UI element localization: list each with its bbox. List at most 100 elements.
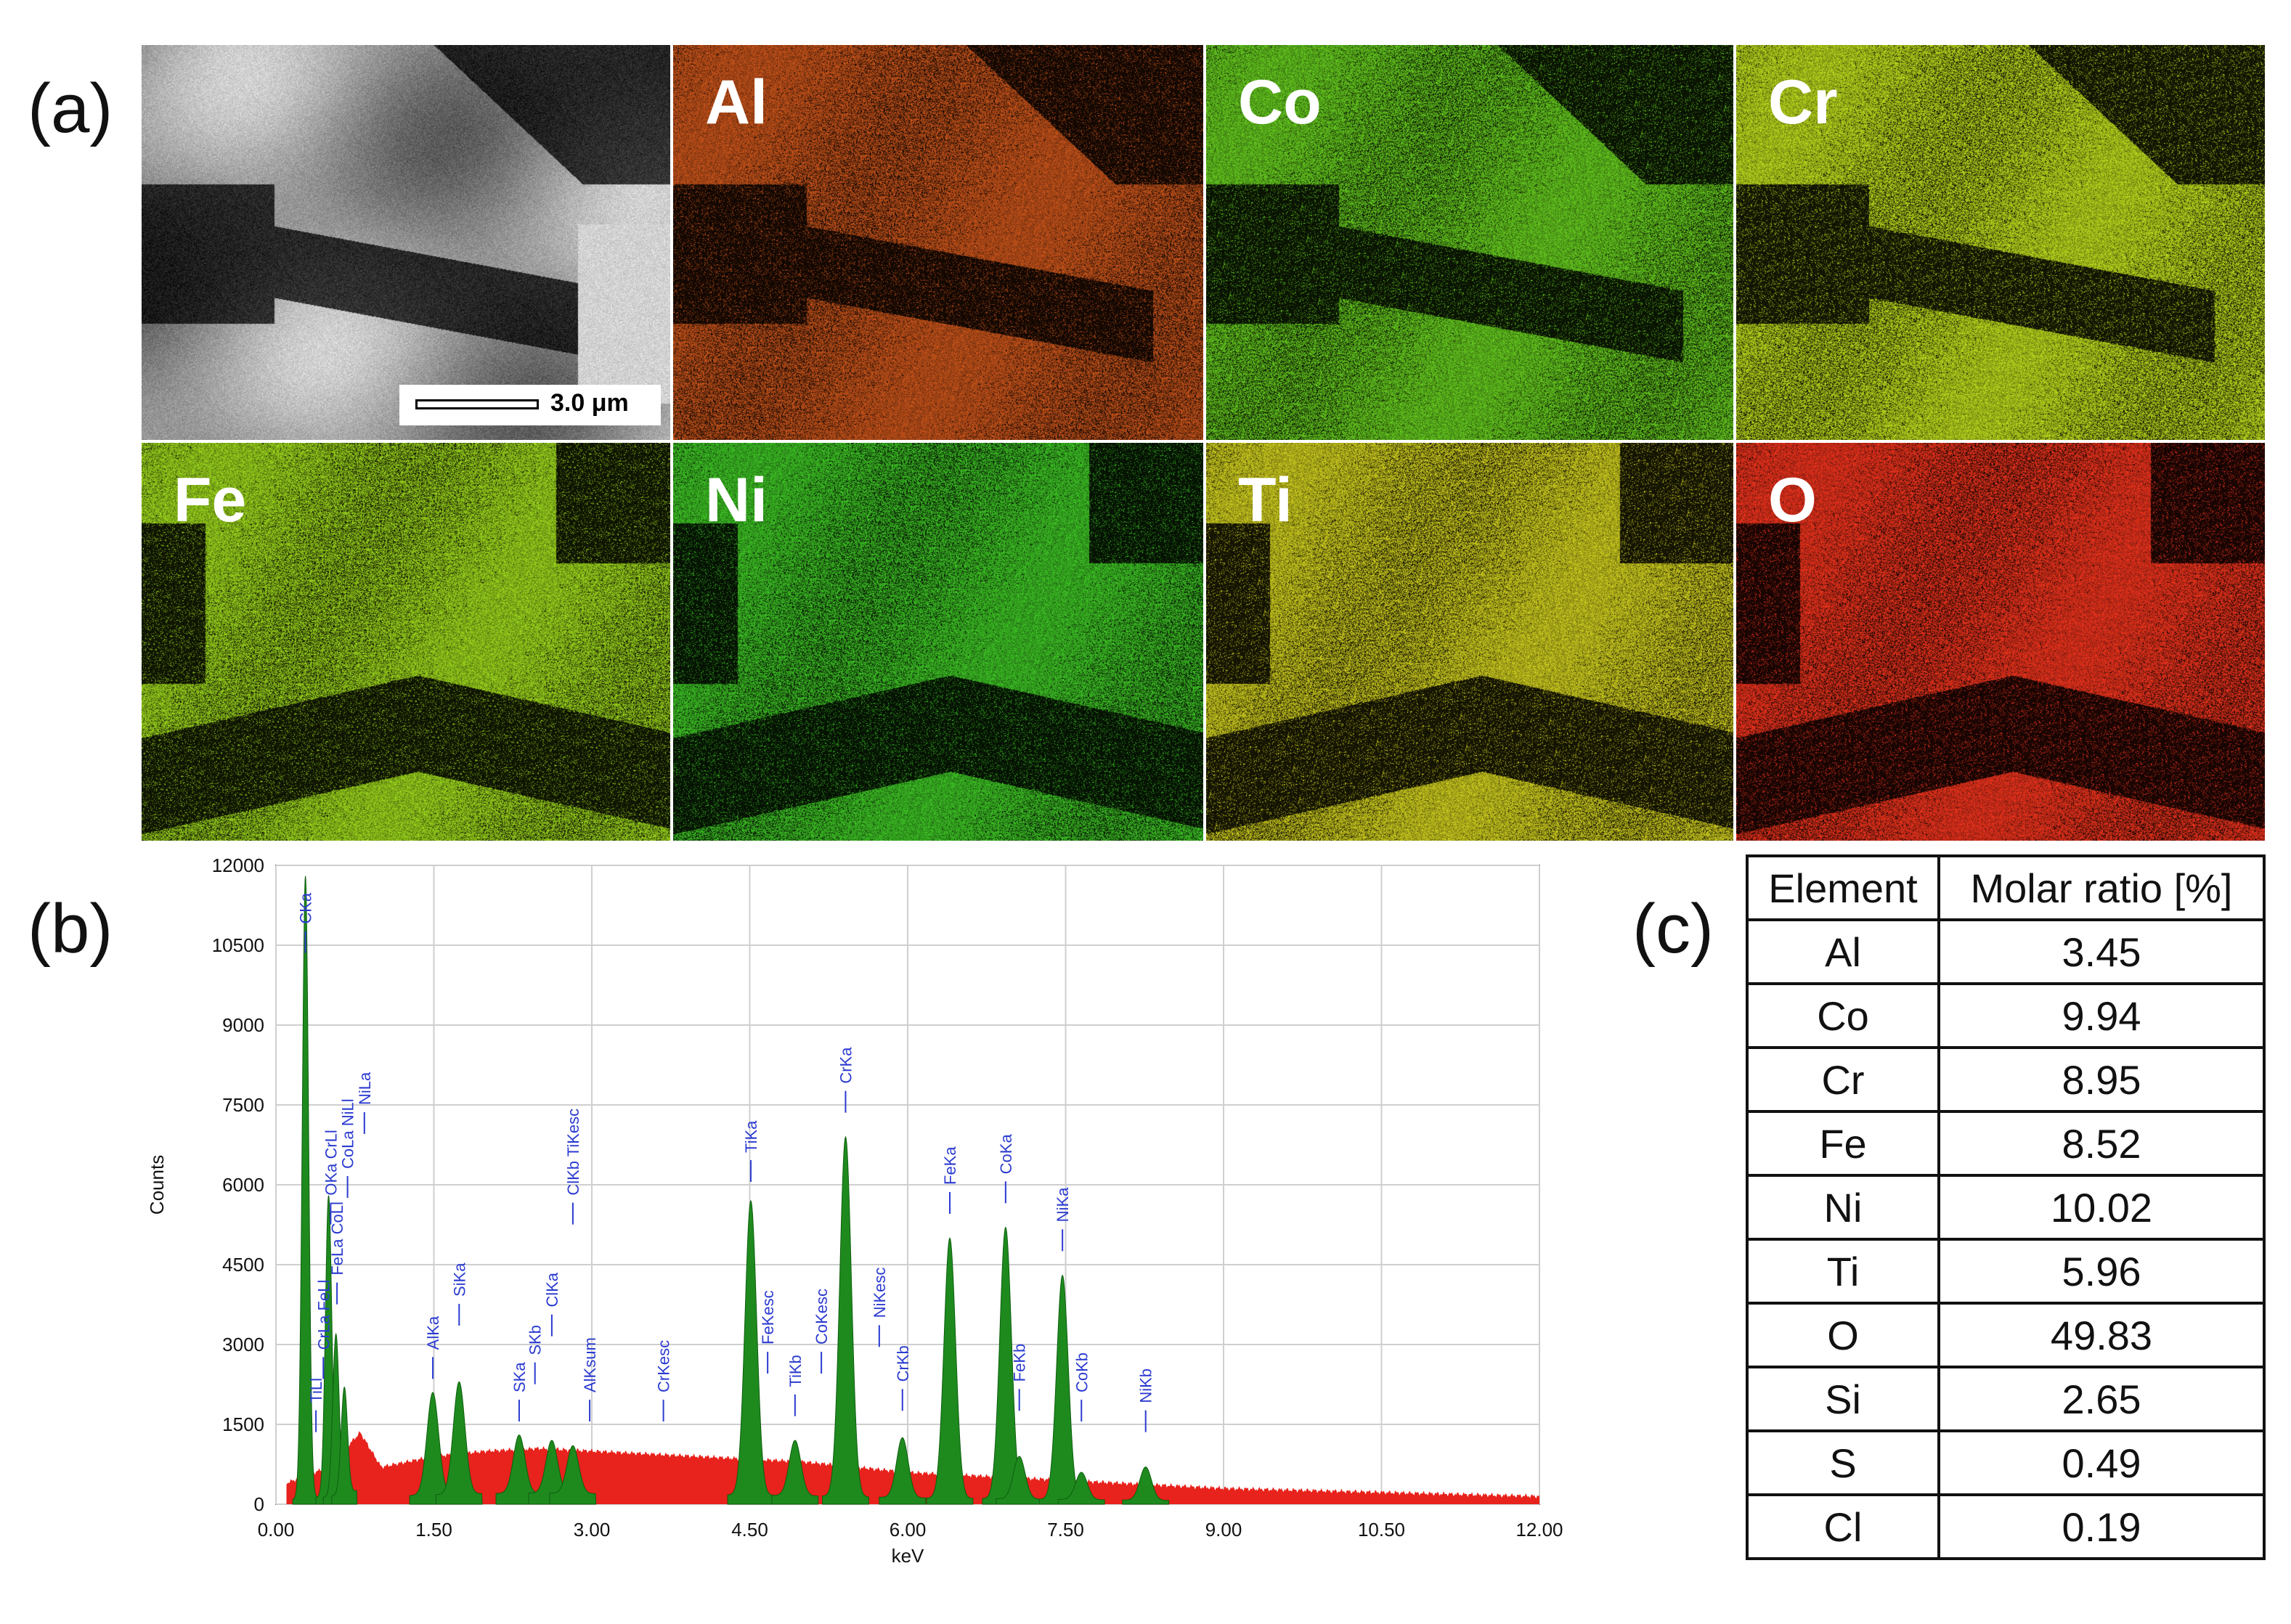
table-row: Cl 0.19 [1746,1493,2266,1560]
eds-map-co: Co [1205,44,1735,441]
y-tick-label: 1500 [222,1413,264,1435]
x-tick-label: 6.00 [890,1519,927,1541]
eds-map-fe-image [142,443,670,841]
column-header-molar-ratio: Molar ratio [%] [1937,854,2266,921]
y-tick-label: 12000 [212,854,264,876]
y-tick-label: 10500 [212,934,264,956]
table-row: O 49.83 [1746,1302,2266,1368]
spectrum-peak [879,1437,927,1505]
peak-label: FeKesc [759,1290,777,1345]
peak-label: AlKa [424,1315,442,1350]
peak-label: SKb [526,1325,545,1355]
y-tick-label: 0 [254,1493,264,1515]
spectrum-peak [926,1237,974,1505]
peak-label: CrKesc [655,1340,673,1392]
table-row: Fe 8.52 [1746,1110,2266,1177]
eds-map-al-image [673,45,1203,440]
peak-label: TiKb [786,1355,805,1387]
sem-image-tile: 3.0 μm [140,44,672,441]
table-row: Si 2.65 [1746,1366,2266,1432]
peak-label: FeLa CoLl [328,1201,346,1276]
eds-map-ni: Ni [672,441,1205,842]
peak-label: FeKb [1011,1344,1029,1382]
y-axis-label: Counts [146,1155,168,1215]
x-tick-label: 10.50 [1358,1519,1405,1541]
cell-element: Cl [1746,1493,1940,1560]
spectrum-peak [822,1135,869,1505]
peak-label: OKa CrLl [322,1130,340,1195]
spectrum-peak [996,1456,1043,1505]
eds-map-o: O [1735,441,2266,842]
spectrum-peak [1122,1466,1170,1505]
table-row: S 0.49 [1746,1429,2266,1496]
eds-map-cr: Cr [1735,44,2266,441]
spectrum-peak [549,1445,597,1505]
cell-molar-ratio: 10.02 [1937,1174,2266,1241]
eds-map-ti: Ti [1205,441,1735,842]
scale-bar-label: 3.0 μm [550,389,629,417]
y-tick-label: 6000 [222,1174,264,1196]
peak-label: AlKsum [581,1337,599,1392]
scale-bar: 3.0 μm [399,385,661,425]
spectrum-peak [771,1440,819,1505]
x-tick-label: 3.00 [574,1519,611,1541]
cell-element: Fe [1746,1110,1940,1177]
cell-element: Al [1746,918,1940,985]
cell-molar-ratio: 8.52 [1937,1110,2266,1177]
y-tick-label: 4500 [222,1254,264,1276]
cell-molar-ratio: 2.65 [1937,1366,2266,1432]
cell-molar-ratio: 0.19 [1937,1493,2266,1560]
peak-label: CoKesc [813,1289,831,1345]
eds-map-al-label: Al [705,68,768,137]
eds-map-fe: Fe [140,441,672,842]
column-header-element: Element [1746,854,1940,921]
eds-map-co-label: Co [1238,68,1322,137]
peak-label: CoLa NiLl [339,1098,357,1169]
eds-map-cr-label: Cr [1768,68,1838,137]
cell-element: Cr [1746,1046,1940,1113]
eds-map-al: Al [672,44,1205,441]
x-axis-label: keV [892,1545,924,1567]
cell-element: Ni [1746,1174,1940,1241]
eds-spectrum-chart: 0.00 1.50 3.00 4.50 6.00 7.50 9.00 10.50 12.00 0 1… [146,854,1563,1567]
panel-b-label: (b) [28,890,113,968]
molar-ratio-table: Element Molar ratio [%] Al 3.45 Co 9.94 Cr… [1746,854,2266,1560]
peak-label: TiLl [307,1378,325,1403]
eds-map-o-label: O [1768,465,1817,535]
x-tick-label: 12.00 [1515,1519,1563,1541]
cell-element: O [1746,1302,1940,1368]
peak-label: CKa [297,892,315,924]
cell-molar-ratio: 5.96 [1937,1238,2266,1305]
peak-label: NiKesc [871,1268,889,1318]
spectrum-peak [495,1435,543,1505]
x-tick-label: 9.00 [1205,1519,1242,1541]
x-tick-label: 0.00 [258,1519,295,1541]
table-row: Al 3.45 [1746,918,2266,985]
peak-label: NiLa [356,1072,374,1105]
cell-element: S [1746,1429,1940,1496]
y-tick-label: 7500 [222,1094,264,1116]
peak-label: TiKa [742,1120,760,1153]
peak-label: CoKb [1073,1352,1091,1392]
peak-label: CoKa [997,1134,1015,1175]
peak-label: NiKb [1137,1368,1155,1403]
peak-label: NiKa [1054,1187,1072,1222]
cell-molar-ratio: 3.45 [1937,918,2266,985]
peak-label: FeKa [941,1146,959,1185]
cell-element: Ti [1746,1238,1940,1305]
scale-bar-line [415,399,539,409]
table-row: Ti 5.96 [1746,1238,2266,1305]
spectrum-peak [1057,1472,1105,1505]
eds-map-cr-image [1736,45,2265,440]
eds-map-ni-label: Ni [705,465,768,535]
panel-a-label: (a) [28,70,113,147]
spectrum-peak [331,1386,358,1505]
cell-molar-ratio: 8.95 [1937,1046,2266,1113]
y-tick-label: 9000 [222,1014,264,1036]
peak-label: SKa [510,1362,529,1392]
spectrum-peak [727,1199,775,1505]
y-tick-label: 3000 [222,1334,264,1355]
eds-map-ni-image [673,443,1203,841]
cell-molar-ratio: 49.83 [1937,1302,2266,1368]
table-row: Co 9.94 [1746,982,2266,1049]
